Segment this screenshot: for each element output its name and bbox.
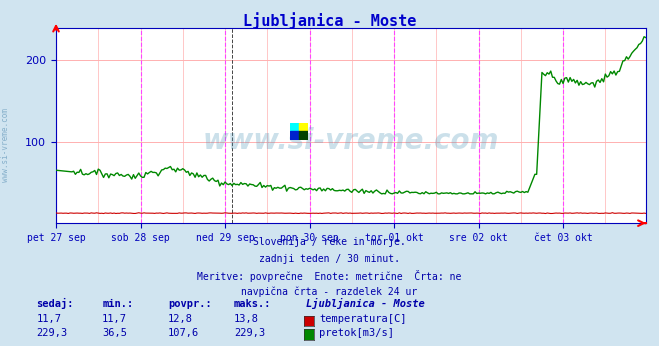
Text: Meritve: povprečne  Enote: metrične  Črta: ne: Meritve: povprečne Enote: metrične Črta:…: [197, 270, 462, 282]
Text: Slovenija / reke in morje.: Slovenija / reke in morje.: [253, 237, 406, 247]
Text: 13,8: 13,8: [234, 315, 259, 325]
Text: 36,5: 36,5: [102, 328, 127, 338]
Bar: [299, 123, 308, 131]
Text: zadnji teden / 30 minut.: zadnji teden / 30 minut.: [259, 254, 400, 264]
Text: 12,8: 12,8: [168, 315, 193, 325]
Text: Ljubljanica - Moste: Ljubljanica - Moste: [243, 12, 416, 29]
Bar: [290, 123, 299, 131]
Bar: [299, 131, 308, 140]
Text: 11,7: 11,7: [102, 315, 127, 325]
Text: temperatura[C]: temperatura[C]: [319, 315, 407, 325]
Text: 107,6: 107,6: [168, 328, 199, 338]
Bar: [290, 131, 299, 140]
Text: www.si-vreme.com: www.si-vreme.com: [1, 108, 10, 182]
Text: min.:: min.:: [102, 299, 133, 309]
Text: 229,3: 229,3: [234, 328, 265, 338]
Text: 229,3: 229,3: [36, 328, 67, 338]
Text: Ljubljanica - Moste: Ljubljanica - Moste: [306, 298, 425, 309]
Text: pretok[m3/s]: pretok[m3/s]: [319, 328, 394, 338]
Text: navpična črta - razdelek 24 ur: navpična črta - razdelek 24 ur: [241, 287, 418, 297]
Text: 11,7: 11,7: [36, 315, 61, 325]
Text: www.si-vreme.com: www.si-vreme.com: [203, 127, 499, 155]
Text: maks.:: maks.:: [234, 299, 272, 309]
Text: povpr.:: povpr.:: [168, 299, 212, 309]
Text: sedaj:: sedaj:: [36, 298, 74, 309]
